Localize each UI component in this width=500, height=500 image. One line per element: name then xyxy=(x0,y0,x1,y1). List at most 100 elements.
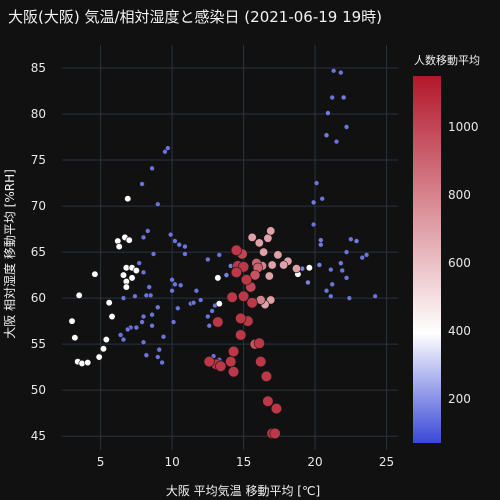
data-point xyxy=(264,271,274,281)
data-point xyxy=(169,276,175,283)
data-point xyxy=(338,69,344,76)
data-point xyxy=(323,288,330,294)
x-ticks: 5 10 15 20 25 xyxy=(97,455,394,469)
data-point xyxy=(310,221,317,228)
x-axis-label: 大阪 平均気温 移動平均 [℃] xyxy=(166,483,320,498)
y-tick-label: 80 xyxy=(31,107,46,121)
data-point xyxy=(329,94,335,101)
data-point xyxy=(203,356,215,368)
data-point xyxy=(353,238,360,244)
x-tick-label: 10 xyxy=(164,455,179,469)
data-point xyxy=(305,279,311,286)
data-point xyxy=(140,339,147,346)
y-ticks: 45 50 55 60 65 70 75 80 85 xyxy=(31,61,46,443)
data-point xyxy=(143,352,150,358)
data-point xyxy=(249,269,261,281)
data-point xyxy=(117,332,124,338)
data-point xyxy=(140,234,147,241)
data-point xyxy=(209,308,215,314)
data-point xyxy=(143,292,150,299)
x-tick-label: 25 xyxy=(379,455,394,469)
data-point xyxy=(140,313,147,320)
data-point xyxy=(305,264,313,272)
data-point xyxy=(255,356,267,368)
y-axis-label: 大阪 相対湿度 移動平均 [%RH] xyxy=(2,169,17,339)
data-point xyxy=(132,293,138,300)
data-point xyxy=(75,291,83,299)
data-point xyxy=(260,370,273,382)
colorbar-tick-label: 600 xyxy=(448,256,471,270)
colorbar-tick-label: 1000 xyxy=(448,120,479,134)
data-point xyxy=(102,336,110,344)
data-point xyxy=(139,181,145,187)
data-point xyxy=(165,145,171,151)
data-point xyxy=(333,138,340,145)
data-point xyxy=(146,284,152,290)
data-point xyxy=(237,290,250,302)
data-point xyxy=(68,317,76,325)
data-point xyxy=(71,334,79,342)
data-point xyxy=(91,270,99,278)
data-point xyxy=(193,288,200,294)
data-point xyxy=(316,262,323,268)
data-point xyxy=(128,274,136,282)
data-point xyxy=(167,231,174,238)
y-tick-label: 75 xyxy=(31,153,46,167)
data-point xyxy=(105,299,113,307)
data-point xyxy=(330,68,337,74)
data-point xyxy=(372,293,378,300)
data-point xyxy=(254,238,264,248)
data-point xyxy=(325,110,331,116)
data-point xyxy=(329,281,335,288)
y-tick-label: 70 xyxy=(31,199,46,213)
data-point xyxy=(182,243,188,250)
data-point xyxy=(226,291,238,303)
data-point xyxy=(227,345,240,358)
data-point xyxy=(169,288,175,294)
data-point xyxy=(216,252,223,258)
data-point xyxy=(292,264,301,274)
data-point xyxy=(225,356,237,368)
data-point xyxy=(230,244,243,256)
data-point xyxy=(155,354,161,360)
colorbar-tick-label: 400 xyxy=(448,324,471,338)
data-point xyxy=(133,324,140,331)
data-point xyxy=(319,195,325,202)
chart-title: 大阪(大阪) 気温/相対湿度と感染日 (2021-06-19 19時) xyxy=(8,8,382,26)
data-point xyxy=(215,300,223,308)
data-point xyxy=(139,319,145,325)
grid xyxy=(62,45,398,450)
data-point xyxy=(262,395,274,407)
data-point xyxy=(318,237,324,243)
data-point xyxy=(162,149,168,155)
data-point xyxy=(338,260,344,266)
data-point xyxy=(155,304,161,311)
data-point xyxy=(78,359,86,368)
data-point xyxy=(149,311,155,318)
data-point xyxy=(363,252,370,258)
data-point xyxy=(328,266,334,273)
data-point xyxy=(348,236,354,242)
data-point xyxy=(212,316,224,328)
x-tick-label: 5 xyxy=(97,455,105,469)
data-point xyxy=(150,251,157,257)
data-point xyxy=(140,269,147,276)
data-point xyxy=(247,232,257,242)
y-tick-label: 65 xyxy=(31,245,46,259)
data-point xyxy=(206,322,213,329)
data-point xyxy=(190,299,197,306)
data-point xyxy=(122,283,130,291)
data-point xyxy=(125,236,133,244)
y-tick-label: 60 xyxy=(31,291,46,305)
data-point xyxy=(266,226,276,236)
data-point xyxy=(269,427,281,440)
data-point xyxy=(343,124,350,130)
points xyxy=(68,68,378,440)
data-point xyxy=(323,132,330,138)
data-point xyxy=(328,293,334,300)
data-point xyxy=(175,305,181,312)
colorbar-tick-label: 800 xyxy=(448,188,471,202)
data-point xyxy=(120,295,127,301)
data-point xyxy=(346,295,353,301)
